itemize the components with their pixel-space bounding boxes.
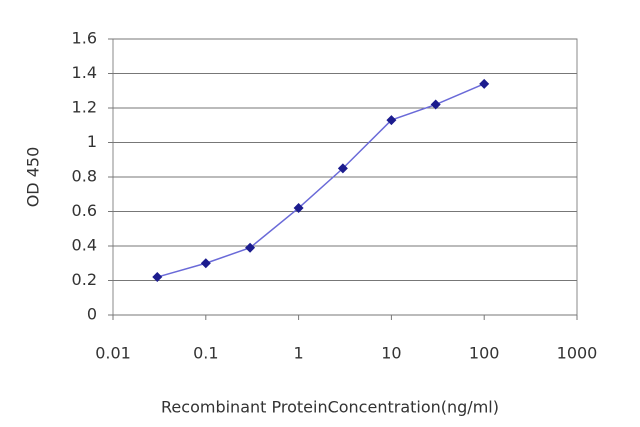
data-point — [337, 163, 348, 174]
y-tick-label: 0.6 — [72, 201, 97, 220]
y-tick-label: 0 — [87, 305, 97, 324]
x-tick-label: 1 — [294, 344, 304, 363]
data-point — [479, 78, 490, 89]
x-tick-label: 100 — [469, 344, 500, 363]
y-tick-label: 1.4 — [72, 63, 97, 82]
data-point — [152, 272, 163, 283]
x-tick-label: 0.01 — [95, 344, 131, 363]
y-tick-label: 0.2 — [72, 270, 97, 289]
x-tick-label: 10 — [381, 344, 401, 363]
data-point — [200, 258, 211, 269]
y-tick-label: 1.2 — [72, 98, 97, 117]
x-tick-label: 0.1 — [193, 344, 218, 363]
data-point — [386, 115, 397, 126]
y-tick-label: 0.8 — [72, 167, 97, 186]
y-axis-label: OD 450 — [24, 147, 43, 208]
y-tick-label: 1 — [87, 132, 97, 151]
y-tick-label: 1.6 — [72, 29, 97, 48]
x-axis-label: Recombinant ProteinConcentration(ng/ml) — [161, 398, 499, 417]
data-point — [245, 242, 256, 253]
y-tick-label: 0.4 — [72, 236, 97, 255]
data-point — [430, 99, 441, 110]
data-line — [157, 83, 485, 278]
data-point — [293, 203, 304, 214]
x-tick-label: 1000 — [557, 344, 598, 363]
